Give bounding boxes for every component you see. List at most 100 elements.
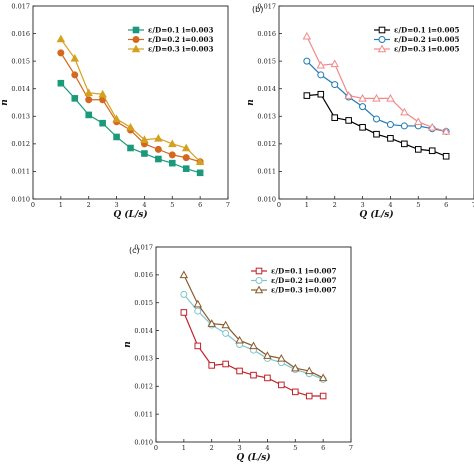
legend-entry: ε/D=0.3 i=0.003 xyxy=(148,45,214,54)
data-point-legend xyxy=(132,26,140,34)
data-point-legend xyxy=(255,277,263,284)
series-2 xyxy=(180,290,327,383)
y-axis-label: n xyxy=(246,99,256,106)
data-point-5 xyxy=(358,93,367,102)
y-tick-label: 0.017 xyxy=(11,2,30,10)
x-axis-label: Q (L/s) xyxy=(236,452,270,463)
legend-entry: ε/D=0.1 i=0.007 xyxy=(271,267,337,276)
y-tick-label: 0.011 xyxy=(257,168,276,176)
series-1 xyxy=(303,90,450,160)
chart-panel-1: 0 1 2 3 4 5 6 7 0.010 0.011 0.012 0.013 0.014 0.015 0.… xyxy=(0,2,230,220)
data-point-legend xyxy=(132,36,140,43)
y-tick-label: 0.016 xyxy=(11,30,30,38)
data-point-8 xyxy=(154,145,162,153)
x-tick-label: 3 xyxy=(361,201,365,209)
series-line xyxy=(60,38,201,163)
data-point-1 xyxy=(56,34,66,43)
data-point-8 xyxy=(278,381,285,389)
x-tick-label: 2 xyxy=(333,201,337,209)
y-tick-label: 0.015 xyxy=(134,299,153,307)
y-tick-label: 0.017 xyxy=(257,2,276,10)
x-tick-label: 6 xyxy=(321,444,325,452)
x-tick-label: 1 xyxy=(305,201,309,209)
x-tick-label: 5 xyxy=(293,444,297,452)
y-tick-label: 0.015 xyxy=(11,57,30,65)
data-point-2 xyxy=(70,53,80,62)
data-point-legend xyxy=(378,36,386,43)
data-point-6 xyxy=(249,341,258,350)
data-point-4 xyxy=(221,320,230,329)
data-point-10 xyxy=(305,392,313,400)
x-tick-label: 1 xyxy=(182,444,186,452)
series-line xyxy=(306,93,447,157)
data-point-2 xyxy=(317,71,325,79)
data-point-7 xyxy=(387,135,394,142)
x-tick-label: 2 xyxy=(210,444,214,452)
x-tick-label: 0 xyxy=(31,201,35,209)
data-point-10 xyxy=(181,143,191,152)
data-point-2 xyxy=(317,90,325,98)
data-point-3 xyxy=(84,88,93,97)
y-tick-label: 0.016 xyxy=(257,30,276,38)
series-2 xyxy=(303,57,450,135)
data-point-10 xyxy=(427,122,437,131)
data-point-3 xyxy=(208,362,216,369)
data-point-5 xyxy=(359,103,367,111)
x-tick-label: 0 xyxy=(277,201,281,209)
x-tick-label: 3 xyxy=(238,444,242,452)
data-point-2 xyxy=(71,95,79,102)
x-tick-label: 7 xyxy=(226,201,230,209)
data-point-8 xyxy=(401,140,408,148)
data-point-10 xyxy=(428,147,436,155)
x-tick-label: 4 xyxy=(388,201,392,209)
data-point-8 xyxy=(400,107,409,116)
x-axis-label: Q (L/s) xyxy=(113,209,147,220)
data-point-5 xyxy=(112,114,121,123)
data-point-4 xyxy=(344,91,353,99)
data-point-8 xyxy=(400,122,408,130)
data-point-11 xyxy=(441,127,451,135)
data-point-3 xyxy=(331,114,339,121)
chart-panel-3: 0 1 2 3 4 5 6 7 0.010 0.011 0.012 0.013 0.014 0.015 0.… xyxy=(123,243,353,463)
data-point-11 xyxy=(195,157,205,165)
y-tick-label: 0.010 xyxy=(134,438,153,446)
y-tick-label: 0.013 xyxy=(134,355,153,363)
legend-entry: ε/D=0.2 i=0.007 xyxy=(271,276,337,285)
data-point-1 xyxy=(179,270,189,279)
y-tick-label: 0.011 xyxy=(134,410,153,418)
data-point-2 xyxy=(316,60,326,69)
data-point-11 xyxy=(319,392,327,400)
data-point-9 xyxy=(414,146,422,153)
x-tick-label: 4 xyxy=(265,444,269,452)
data-point-8 xyxy=(155,155,162,163)
data-point-6 xyxy=(127,144,134,152)
y-tick-label: 0.014 xyxy=(134,327,153,335)
y-tick-label: 0.013 xyxy=(11,113,30,121)
data-point-5 xyxy=(113,133,120,141)
series-3 xyxy=(179,270,328,382)
data-point-11 xyxy=(318,373,328,382)
legend-entry: ε/D=0.2 i=0.003 xyxy=(148,35,214,44)
data-point-7 xyxy=(264,374,271,382)
data-point-9 xyxy=(168,159,176,167)
x-tick-label: 0 xyxy=(154,444,158,452)
data-point-legend xyxy=(254,285,264,294)
data-point-2 xyxy=(194,342,202,350)
y-axis-label: n xyxy=(0,99,10,106)
data-point-9 xyxy=(414,117,423,126)
data-point-8 xyxy=(277,353,286,362)
data-point-legend xyxy=(255,267,263,275)
x-tick-label: 1 xyxy=(59,201,63,209)
data-point-10 xyxy=(304,366,314,375)
x-tick-label: 5 xyxy=(170,201,174,209)
y-axis-label: n xyxy=(123,341,133,348)
data-point-5 xyxy=(235,335,244,344)
series-1 xyxy=(180,309,327,400)
legend-entry: ε/D=0.3 i=0.007 xyxy=(271,286,337,295)
y-tick-label: 0.010 xyxy=(11,195,30,203)
data-point-2 xyxy=(193,299,203,308)
data-point-3 xyxy=(330,59,339,68)
data-point-1 xyxy=(302,31,312,40)
